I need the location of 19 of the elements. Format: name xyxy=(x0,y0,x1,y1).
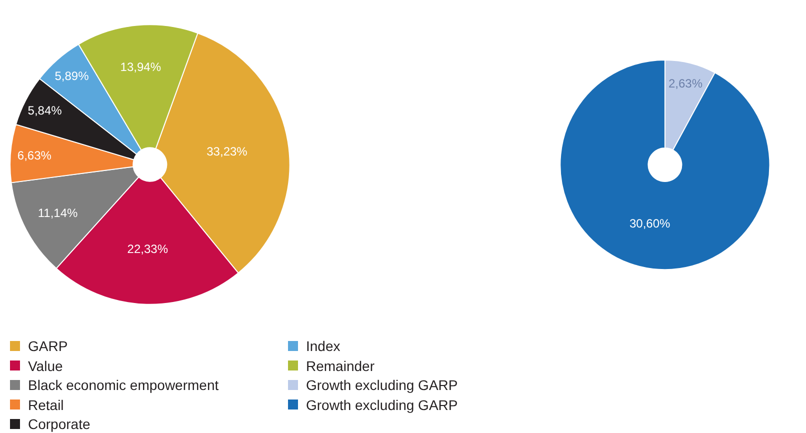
legend-label: Growth excluding GARP xyxy=(306,397,458,413)
legend-label: Black economic empowerment xyxy=(28,377,219,393)
data-label: 33,23% xyxy=(206,144,248,159)
data-label: 5,84% xyxy=(28,103,62,118)
data-label: 13,94% xyxy=(120,60,162,74)
data-label: 30,60% xyxy=(629,216,671,231)
data-label: 22,33% xyxy=(127,242,168,256)
data-label: 6,63% xyxy=(17,148,52,162)
donut-slice xyxy=(560,59,770,270)
legend-label: GARP xyxy=(28,338,68,354)
legend-label: Remainder xyxy=(306,358,375,374)
legend-label: Retail xyxy=(28,397,64,413)
legend-label: Value xyxy=(28,358,63,374)
legend-label: Growth excluding GARP xyxy=(306,377,458,393)
legend-label: Corporate xyxy=(28,416,90,432)
data-label: 11,14% xyxy=(38,206,78,220)
data-label: 5,89% xyxy=(54,69,90,84)
legend-label: Index xyxy=(306,338,340,354)
data-label: 2,63% xyxy=(668,76,703,90)
